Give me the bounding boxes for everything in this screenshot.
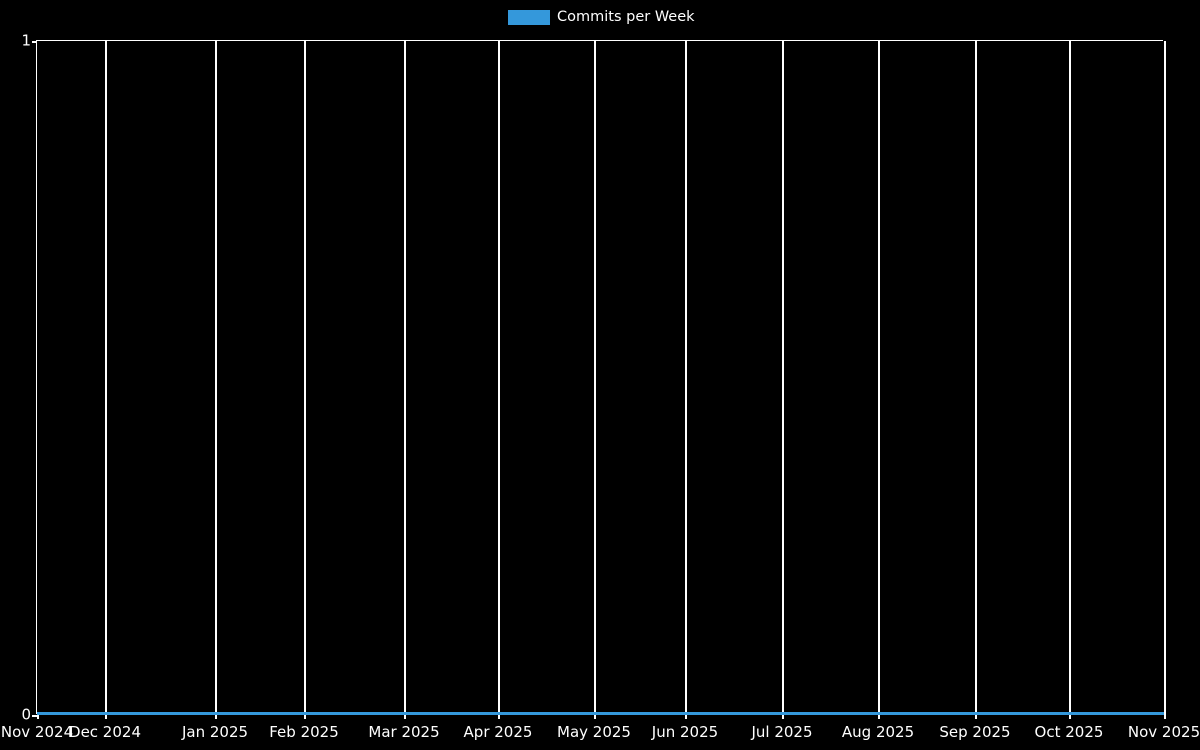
y-tick-mark [32,41,37,43]
x-tick-label: Jan 2025 [181,723,249,741]
y-tick-label: 0 [21,705,31,724]
y-tick-label: 1 [21,31,31,50]
gridline [105,41,107,715]
x-tick-mark [37,714,39,719]
gridline [498,41,500,715]
x-tick-label: Nov 2025 [1127,723,1200,741]
x-tick-label: May 2025 [557,723,631,741]
x-tick-mark [404,714,406,719]
legend-swatch-commits-per-week [508,9,550,25]
gridline [1164,41,1166,715]
x-tick-label: Jun 2025 [651,723,719,741]
x-tick-label: Feb 2025 [269,723,339,741]
x-tick-mark [975,714,977,719]
x-tick-label: Jul 2025 [751,723,813,741]
gridline [404,41,406,715]
x-tick-label: Oct 2025 [1034,723,1104,741]
x-tick-mark [105,714,107,719]
x-tick-label: Dec 2024 [69,723,141,741]
gridline [782,41,784,715]
x-tick-mark [215,714,217,719]
x-tick-mark [304,714,306,719]
x-tick-mark [1069,714,1071,719]
gridline [975,41,977,715]
x-tick-label: Sep 2025 [939,723,1011,741]
legend-label-commits-per-week: Commits per Week [557,8,695,25]
chart-legend: Commits per Week [508,6,695,28]
gridline [594,41,596,715]
gridline [878,41,880,715]
x-tick-mark [685,714,687,719]
gridline [215,41,217,715]
x-tick-label: Nov 2024 [0,723,74,741]
x-tick-mark [782,714,784,719]
series-line-commits-per-week [37,712,1164,715]
x-tick-label: Aug 2025 [841,723,915,741]
gridline [1069,41,1071,715]
x-tick-mark [878,714,880,719]
y-tick-mark [32,715,37,717]
x-tick-mark [594,714,596,719]
x-tick-label: Mar 2025 [368,723,440,741]
x-tick-mark [498,714,500,719]
x-tick-mark [1164,714,1166,719]
x-tick-label: Apr 2025 [463,723,533,741]
gridline [304,41,306,715]
plot-area: 0 1 Nov 2024 Dec 2024 Jan 2025 Feb 2025 Mar 2… [1,33,1200,740]
gridline [685,41,687,715]
